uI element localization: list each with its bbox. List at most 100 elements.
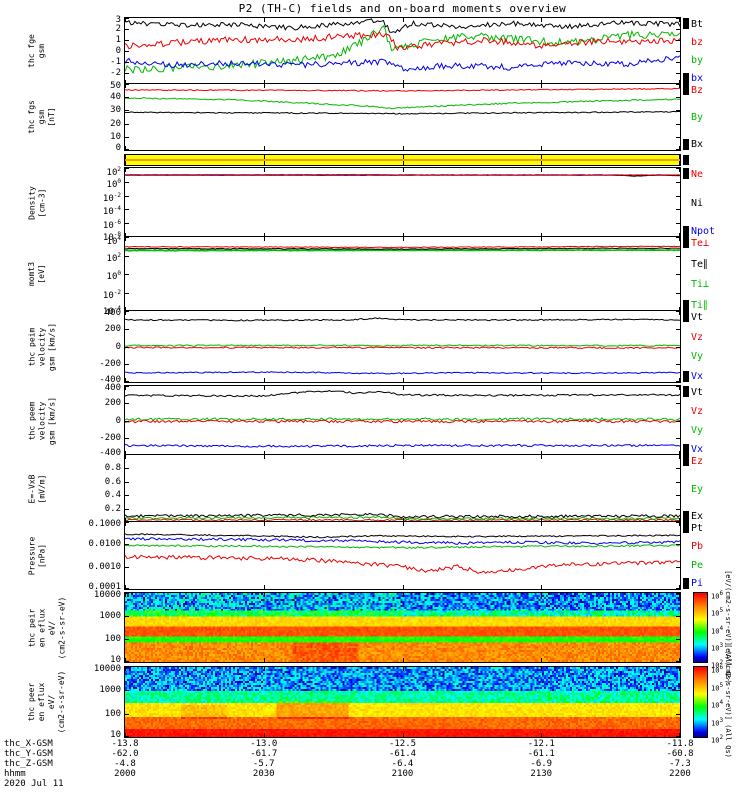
y-tick-mark: [676, 136, 680, 138]
x-tick-mark: [403, 168, 404, 172]
y-tick-label: 100: [106, 177, 121, 190]
y-tick-mark: [125, 522, 129, 523]
axis-row-value: -61.4: [388, 749, 417, 759]
x-tick-mark: [403, 455, 404, 459]
x-tick-mark: [264, 455, 265, 459]
x-tick-mark: [403, 733, 404, 737]
axis-row-value: 2030: [252, 769, 275, 779]
x-tick-mark: [125, 307, 126, 311]
y-tick-mark: [125, 236, 129, 237]
y-tick-label: -200: [99, 359, 121, 370]
x-tick-mark: [679, 593, 680, 597]
axis-row-value: 2100: [391, 769, 414, 779]
series-Vy: [125, 417, 680, 422]
y-tick-mark: [125, 168, 129, 169]
x-tick-mark: [541, 593, 542, 597]
y-tick-mark: [676, 420, 680, 422]
x-tick-mark: [264, 733, 265, 737]
x-tick-mark: [403, 522, 404, 526]
x-tick-mark: [541, 378, 542, 382]
legend-Pb: Pb: [691, 541, 704, 553]
x-tick-mark: [264, 155, 265, 159]
x-tick-mark: [679, 233, 680, 237]
x-tick-mark: [125, 522, 126, 526]
x-tick-mark: [541, 522, 542, 526]
series-plot-density: [125, 173, 680, 177]
series-plot-fge-gsm: [125, 18, 680, 75]
axis-row-label: thc_Z-GSM: [4, 759, 53, 769]
series-Ex: [125, 512, 680, 519]
y-tick-label: 400: [104, 383, 121, 393]
x-tick-mark: [679, 307, 680, 311]
series-bx: [125, 55, 680, 72]
x-tick-mark: [264, 658, 265, 662]
x-tick-mark: [264, 237, 265, 241]
y-tick-label: 0: [115, 341, 121, 352]
y-tick-mark: [676, 73, 680, 74]
x-tick-mark: [125, 386, 126, 390]
y-tick-mark: [125, 346, 129, 348]
x-tick-mark: [264, 593, 265, 597]
right-edge-cap: [683, 300, 689, 311]
series-Bx: [125, 110, 680, 115]
y-tick-label: 10-8: [102, 231, 121, 243]
x-tick-mark: [541, 233, 542, 237]
x-tick-mark: [403, 378, 404, 382]
y-tick-mark: [676, 110, 680, 112]
x-tick-mark: [403, 667, 404, 671]
y-tick-label: 102: [106, 251, 121, 264]
axis-row-value: -12.1: [527, 739, 555, 749]
x-tick-mark: [403, 237, 404, 241]
y-tick-label: 102: [106, 166, 121, 178]
x-tick-mark: [125, 455, 126, 459]
axis-row-value: 2000: [114, 769, 136, 779]
panel-peem-velocity: [124, 385, 681, 456]
y-tick-mark: [676, 328, 680, 330]
x-tick-mark: [679, 80, 680, 84]
y-tick-mark: [676, 403, 680, 405]
series-Vy: [125, 344, 680, 347]
x-tick-mark: [125, 585, 126, 589]
x-tick-mark: [403, 518, 404, 522]
y-tick-mark: [676, 566, 680, 568]
y-tick-mark: [676, 381, 680, 382]
x-tick-mark: [679, 518, 680, 522]
series-Pb: [125, 554, 680, 574]
y-tick-mark: [676, 18, 680, 19]
x-tick-mark: [403, 18, 404, 22]
panel-fgs-gsm: [124, 83, 681, 151]
legend-Pt: Pt: [691, 523, 704, 534]
y-tick-label: 1: [115, 35, 121, 45]
panel-flag-bar: [124, 154, 681, 166]
y-tick-mark: [125, 328, 129, 330]
x-tick-mark: [125, 658, 126, 662]
y-tick-mark: [125, 437, 129, 439]
x-tick-mark: [403, 585, 404, 589]
y-tick-mark: [676, 168, 680, 169]
right-edge-cap: [683, 226, 689, 237]
y-tick-mark: [125, 51, 129, 52]
y-tick-label: 10000: [93, 664, 121, 674]
y-tick-mark: [125, 310, 129, 311]
y-tick-mark: [125, 136, 129, 138]
colorbar-tick-label: 106: [711, 590, 724, 601]
x-tick-mark: [125, 378, 126, 382]
axis-row-value: -61.7: [250, 749, 278, 759]
y-tick-mark: [125, 123, 129, 125]
x-tick-mark: [541, 155, 542, 159]
right-edge-cap: [683, 444, 689, 455]
axis-row-value: 2130: [530, 769, 553, 779]
x-tick-mark: [403, 593, 404, 597]
colorbar-peir-spec: [693, 592, 708, 663]
y-tick-mark: [125, 149, 129, 150]
y-tick-label: 200: [104, 323, 121, 334]
y-tick-mark: [125, 544, 129, 546]
y-tick-mark: [676, 97, 680, 99]
y-tick-mark: [125, 84, 129, 85]
y-tick-mark: [125, 713, 129, 715]
x-tick-mark: [679, 522, 680, 526]
axis-row-value: -6.9: [530, 759, 553, 769]
legend-Vt: Vt: [691, 387, 704, 398]
page-title: P2 (TH-C) fields and on-board moments ov…: [238, 2, 567, 15]
series-Vt: [125, 390, 680, 398]
